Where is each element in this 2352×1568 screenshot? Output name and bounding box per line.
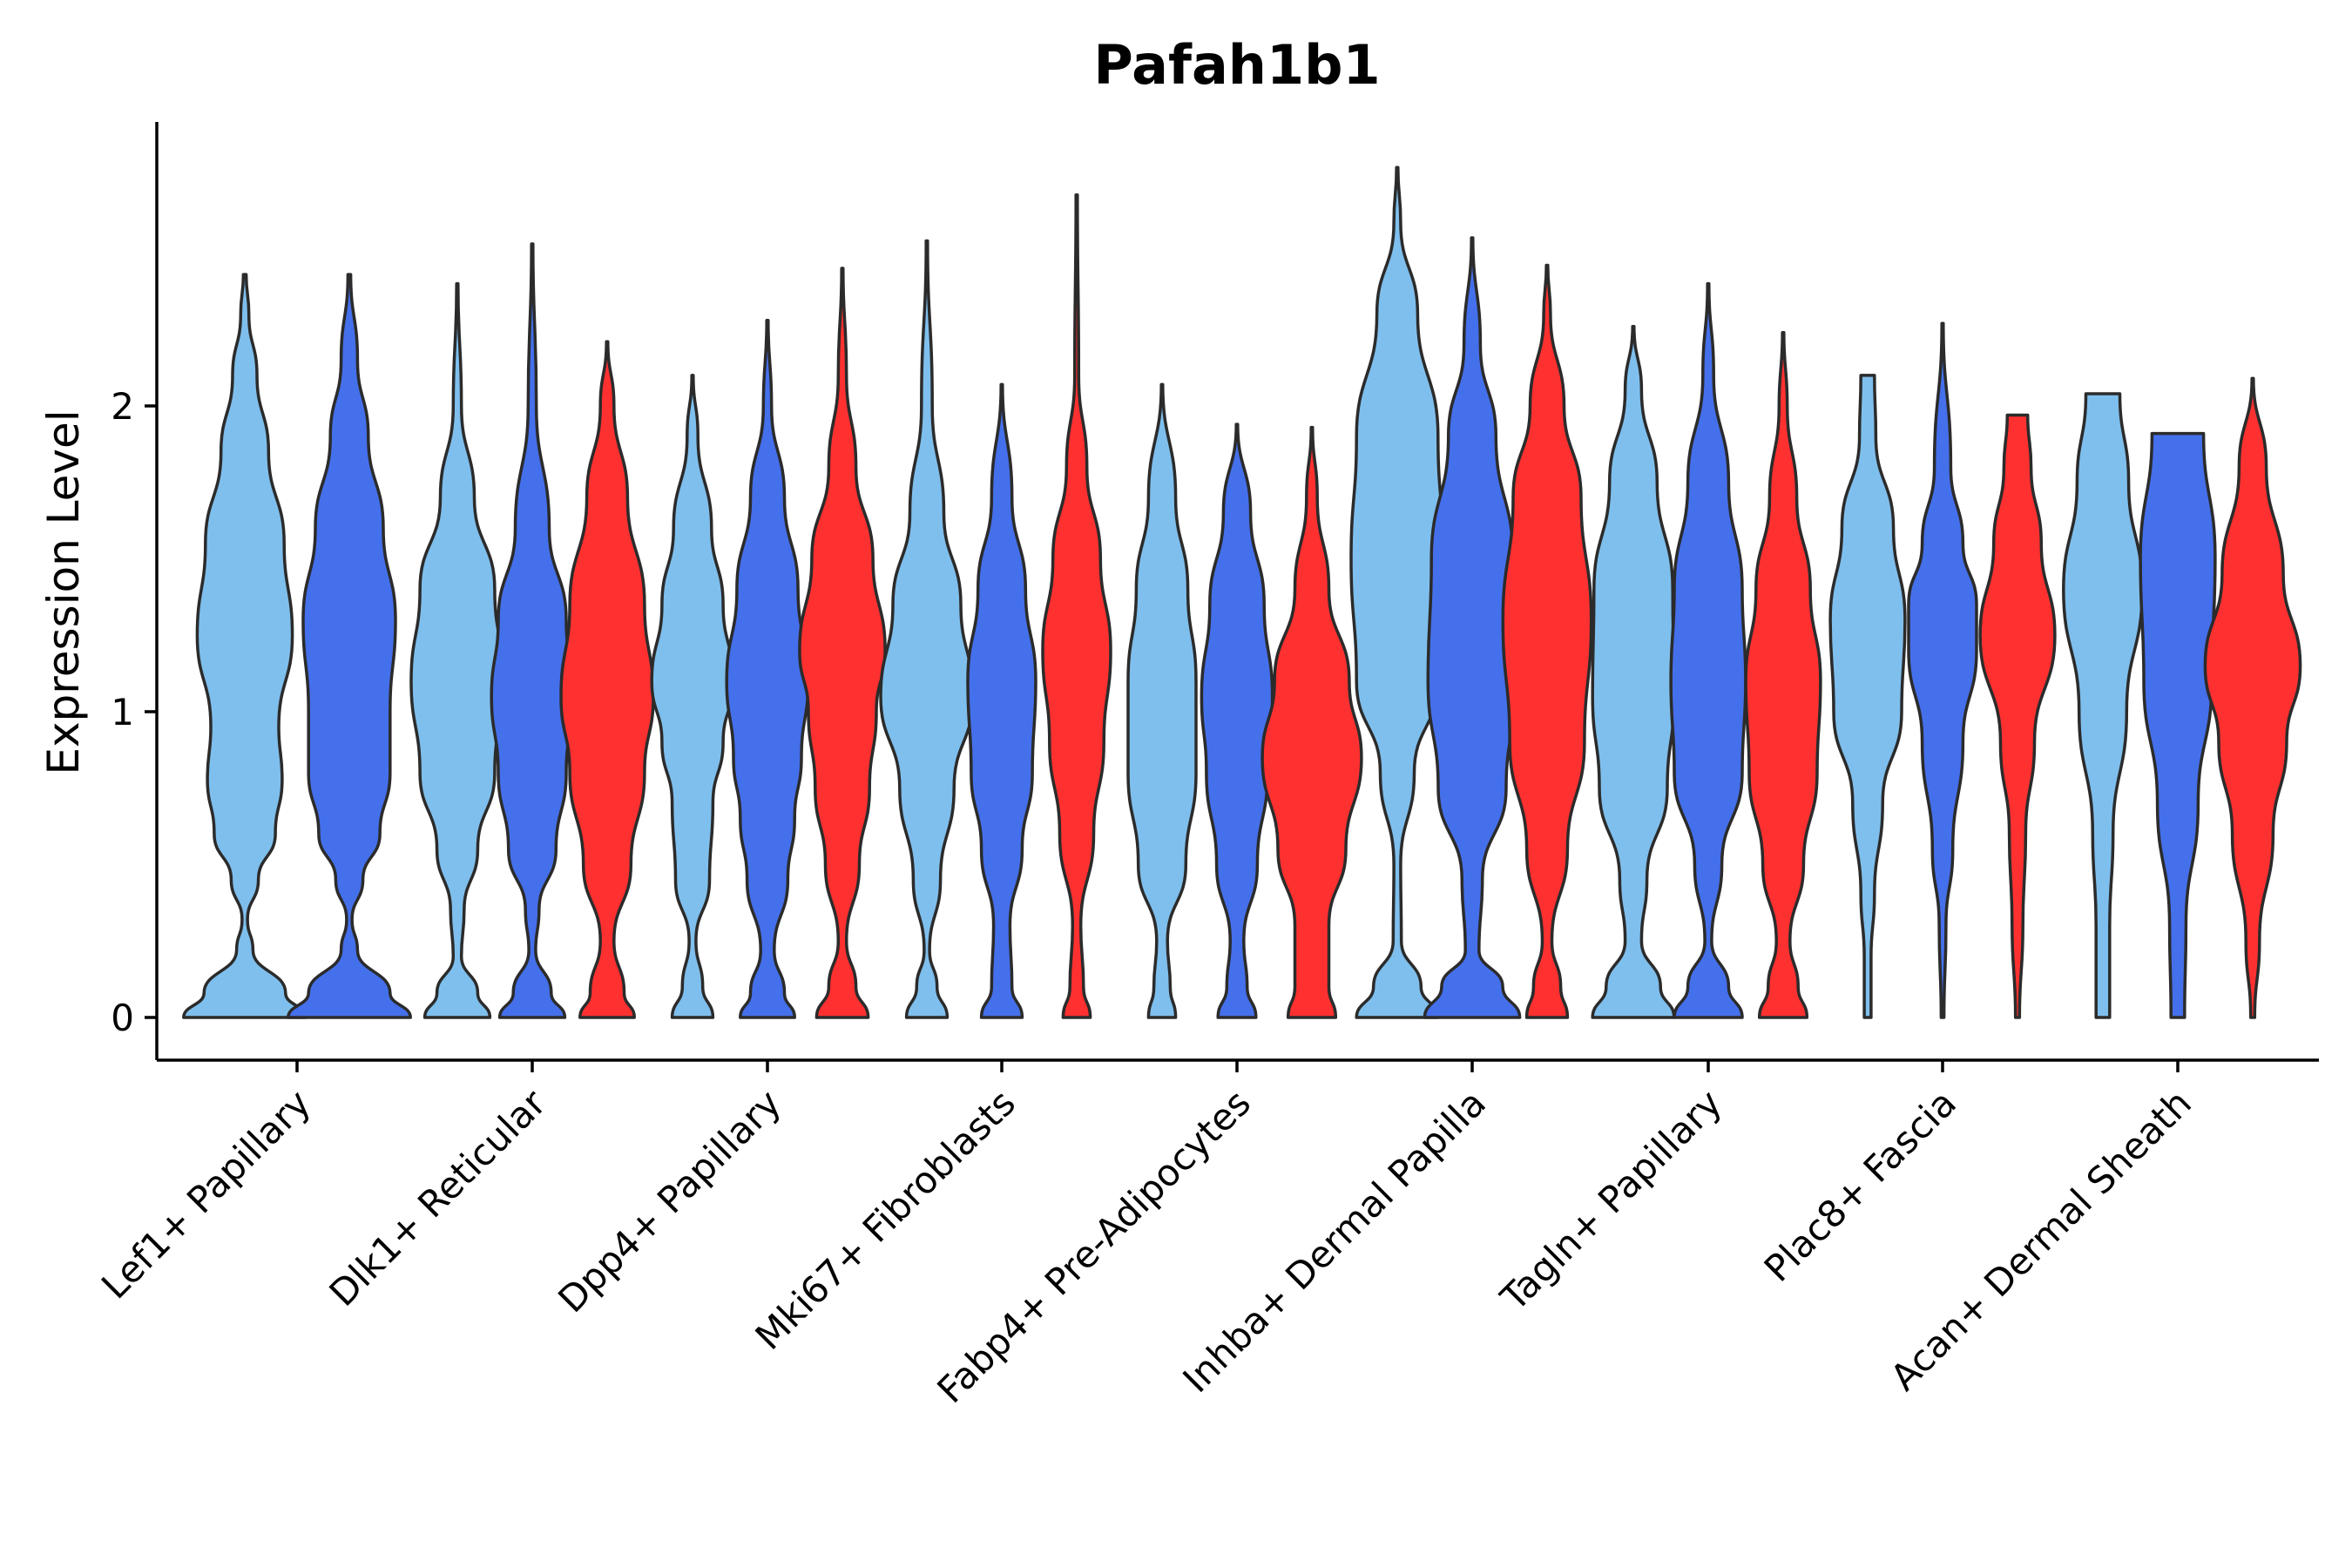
y-tick-label: 2 (111, 385, 134, 428)
violin-3-0 (879, 239, 975, 1019)
x-tick-label: Dlk1+ Reticular (321, 1081, 555, 1315)
x-tick-label: Mki67+ Fibroblasts (747, 1081, 1024, 1357)
violin-1-2 (559, 340, 655, 1019)
x-tick-label: Dpp4+ Papillary (550, 1081, 789, 1321)
violin-8-1 (2139, 431, 2217, 1019)
violin-1-0 (409, 281, 505, 1019)
violin-5-0 (1349, 166, 1445, 1019)
violin-5-2 (1501, 263, 1593, 1019)
violin-6-0 (1591, 324, 1676, 1019)
violin-6-2 (1744, 331, 1822, 1019)
y-tick-label: 1 (111, 691, 134, 733)
violin-0-0 (182, 273, 308, 1019)
violin-4-1 (1200, 422, 1274, 1019)
violin-6-1 (1669, 281, 1747, 1019)
violin-2-1 (725, 318, 810, 1019)
chart-title: Pafah1b1 (1093, 33, 1380, 97)
violin-4-0 (1126, 382, 1198, 1019)
violin-7-2 (1978, 413, 2057, 1019)
violin-2-2 (798, 267, 887, 1019)
violin-7-0 (1828, 374, 1907, 1019)
violin-3-2 (1041, 193, 1112, 1019)
x-tick-label: Tagln+ Papillary (1492, 1081, 1730, 1319)
violin-5-1 (1423, 236, 1522, 1019)
violin-7-1 (1907, 321, 1978, 1019)
y-tick-label: 0 (111, 997, 134, 1039)
x-tick-label: Plac8+ Fascia (1756, 1081, 1964, 1289)
violin-8-2 (2203, 376, 2302, 1019)
violin-0-1 (287, 273, 412, 1019)
violin-8-0 (2062, 392, 2144, 1019)
x-tick-label: Lef1+ Papillary (93, 1081, 319, 1307)
violin-group (182, 166, 2302, 1019)
violin-3-1 (966, 382, 1037, 1019)
violin-4-2 (1260, 425, 1363, 1019)
y-axis-label: Expression Level (38, 409, 89, 774)
violin-2-0 (650, 374, 735, 1019)
violin-1-1 (490, 242, 575, 1019)
